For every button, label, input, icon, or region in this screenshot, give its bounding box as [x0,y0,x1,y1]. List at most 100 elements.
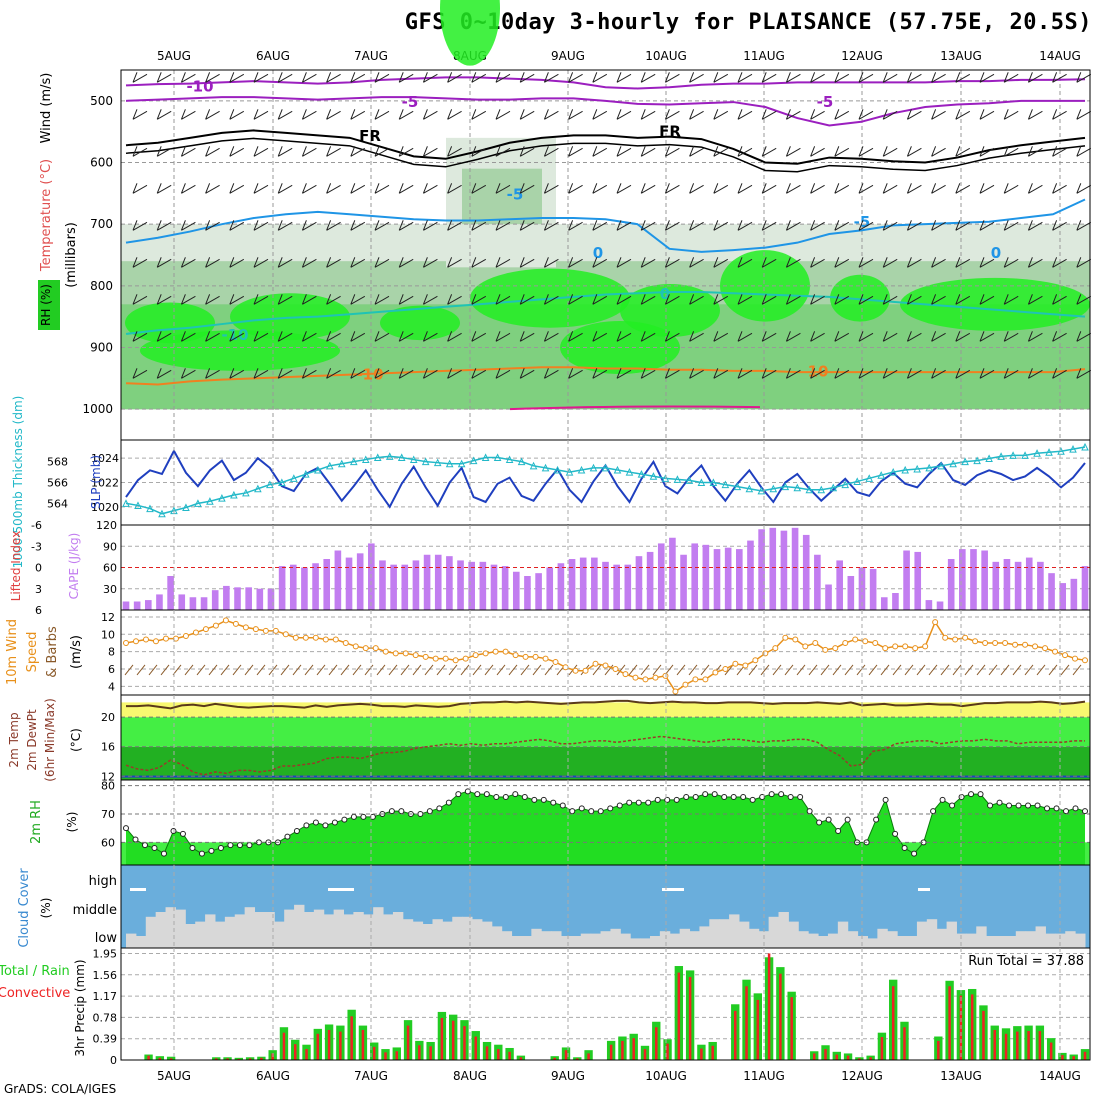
thickness-marker [242,488,250,497]
ylabel-slp: SLP (mb) [89,455,103,509]
ytick-wind-6: 6 [108,663,115,676]
cloud-low-bar [709,919,720,948]
wind-barb [495,146,511,157]
precip-conv-bar [621,1040,624,1060]
wind-barb [519,183,535,194]
wind-barb [277,331,293,342]
wind-barb [1027,72,1043,83]
wind-speed-marker [732,660,739,667]
wind-barb [205,220,220,231]
rh2m-area [126,791,1085,865]
wind-speed-marker [852,636,859,643]
wind-barb [592,368,608,379]
ytick-wind-8: 8 [108,646,115,659]
wind-barb [1003,220,1019,231]
rh-green-patch-7 [900,277,1090,331]
cape-bar [245,587,252,610]
thickness-marker [481,453,490,461]
wind-speed-marker [232,620,239,627]
wind-barb [882,183,898,194]
cape-bar [457,560,464,610]
rh2m-marker [540,796,547,803]
cloud-high-mark-2 [662,888,684,891]
wind-barb [543,72,559,83]
wind-barb [834,72,850,83]
wind-barb [882,257,898,268]
precip-run-total: Run Total = 37.88 [968,954,1084,969]
cape-bar [323,559,331,610]
precip-conv-bar [666,1043,669,1060]
wind-barb [785,109,801,120]
rh2m-marker [949,802,956,809]
rh2m-marker [873,816,880,823]
wind-barb [156,146,172,157]
wind-barb [229,368,245,379]
wind-barb [326,257,341,268]
wind-barb [374,331,390,342]
wind-barb [810,331,825,342]
wind-barb [568,72,583,83]
cloud-low-bar [472,919,483,948]
rh2m-marker [740,794,747,800]
wind-barb [640,146,656,157]
wind10m-barb [412,664,422,676]
wind-barb [1003,257,1019,268]
cloud-low-bar [1045,933,1056,948]
wind-barb [810,294,825,305]
wind-barb [761,331,777,342]
wind-barb [471,257,487,268]
wind-barb [301,220,317,231]
wind-barb [1052,72,1067,83]
cloud-low-bar [1075,933,1086,948]
rh2m-marker [930,808,937,815]
rh2m-marker [797,794,804,800]
cloud-low-bar [738,921,750,948]
rh2m-marker [531,796,538,803]
ylabel-rh: RH (%) [39,284,53,326]
cloud-low-bar [561,936,572,948]
wind-barb [326,72,341,83]
wind10m-barb [424,664,434,676]
wind-speed-marker [312,634,319,641]
wind-barb [180,331,196,342]
rh-patch-column-inner [462,168,542,225]
wind10m-barb [376,664,386,676]
cloud-low-bar [778,912,789,948]
cloud-low-bar [234,914,246,948]
precip-conv-bar [643,1049,647,1060]
cloud-low-bar [422,924,433,948]
wind-speed-marker [572,667,579,674]
wind-speed-marker [1032,643,1039,650]
precip-conv-bar [553,1057,556,1060]
wind-barb [810,183,825,194]
wind-barb [543,368,559,379]
cape-bar [144,600,152,610]
cape-bar [646,551,654,610]
thickness-marker [685,476,694,484]
wind-barb [180,294,196,305]
wind-barb [156,257,172,268]
wind10m-barb [160,664,170,676]
cloud-low-bar [916,921,928,948]
rh2m-marker [426,808,433,815]
cloud-low-bar [185,924,196,948]
rh-green-patch-6 [830,274,890,322]
wind-barb [737,331,753,342]
rh2m-marker [445,799,452,806]
wind10m-barb [820,664,830,676]
thickness-marker [781,482,790,491]
wind-barb [1076,331,1092,342]
precip-conv-bar [767,953,771,1060]
ytick-rh2m-60: 60 [101,836,115,849]
thickness-marker [901,465,909,474]
date-label-top-9AUG: 9AUG [551,49,585,63]
wind-speed-marker [402,650,409,657]
rh2m-marker [968,791,975,798]
wind-barb [689,368,704,379]
wind-barb [931,220,946,231]
wind-speed-marker [892,643,899,650]
precip-conv-bar [688,976,692,1060]
wind-barb [664,146,680,157]
wind-barb [229,257,245,268]
wind-barb [882,294,898,305]
